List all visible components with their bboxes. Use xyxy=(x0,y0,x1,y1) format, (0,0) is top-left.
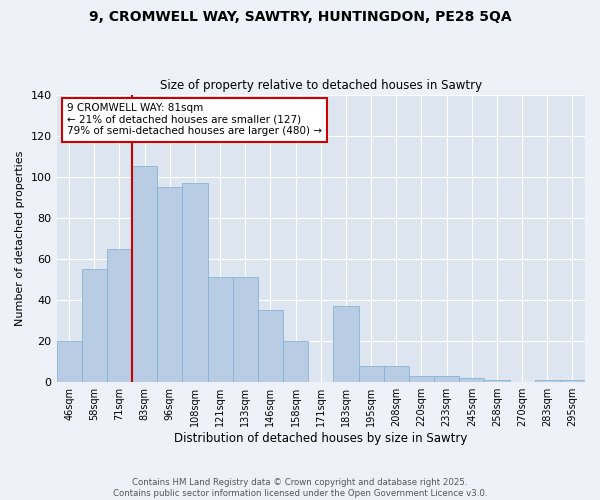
Bar xyxy=(56,341,82,382)
Bar xyxy=(82,269,107,382)
Bar xyxy=(182,183,208,382)
Y-axis label: Number of detached properties: Number of detached properties xyxy=(15,150,25,326)
Bar xyxy=(258,310,283,382)
Bar xyxy=(409,376,434,382)
Bar xyxy=(233,278,258,382)
Bar xyxy=(434,376,459,382)
Bar xyxy=(484,380,509,382)
Text: Contains HM Land Registry data © Crown copyright and database right 2025.
Contai: Contains HM Land Registry data © Crown c… xyxy=(113,478,487,498)
X-axis label: Distribution of detached houses by size in Sawtry: Distribution of detached houses by size … xyxy=(174,432,467,445)
Text: 9, CROMWELL WAY, SAWTRY, HUNTINGDON, PE28 5QA: 9, CROMWELL WAY, SAWTRY, HUNTINGDON, PE2… xyxy=(89,10,511,24)
Bar xyxy=(535,380,560,382)
Bar xyxy=(157,187,182,382)
Title: Size of property relative to detached houses in Sawtry: Size of property relative to detached ho… xyxy=(160,79,482,92)
Bar xyxy=(132,166,157,382)
Bar xyxy=(359,366,383,382)
Bar xyxy=(208,278,233,382)
Bar xyxy=(283,341,308,382)
Bar xyxy=(459,378,484,382)
Bar xyxy=(560,380,585,382)
Text: 9 CROMWELL WAY: 81sqm
← 21% of detached houses are smaller (127)
79% of semi-det: 9 CROMWELL WAY: 81sqm ← 21% of detached … xyxy=(67,103,322,136)
Bar xyxy=(334,306,359,382)
Bar xyxy=(383,366,409,382)
Bar xyxy=(107,248,132,382)
